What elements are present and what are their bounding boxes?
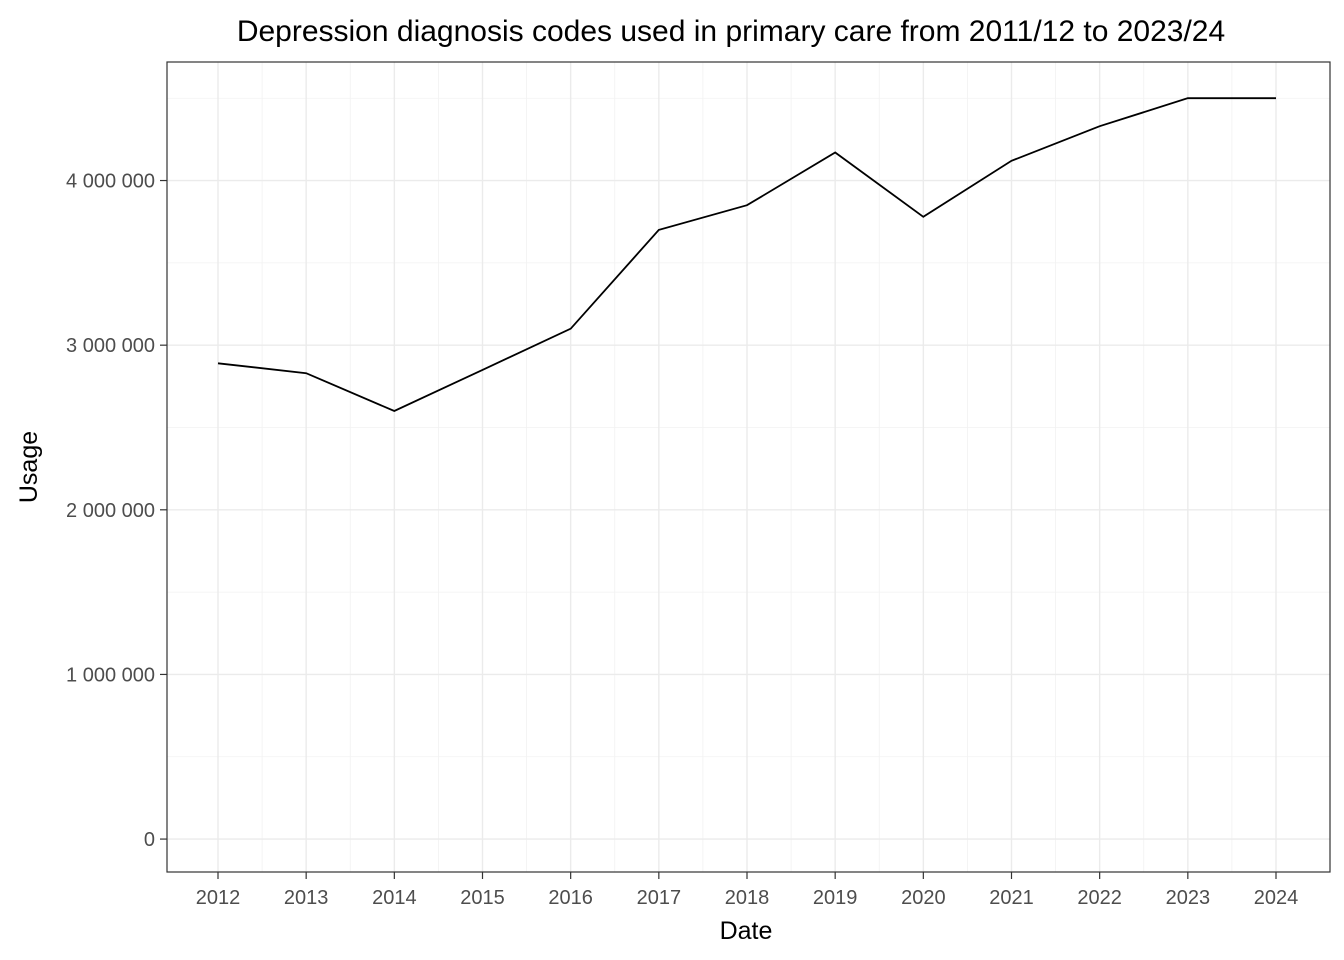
y-tick-label: 2 000 000	[66, 500, 155, 522]
x-axis-title: Date	[720, 917, 773, 945]
x-tick-label: 2024	[1254, 887, 1299, 909]
x-tick-label: 2017	[637, 887, 682, 909]
x-tick-label: 2020	[901, 887, 946, 909]
x-tick-label: 2021	[989, 887, 1034, 909]
y-tick-label: 0	[144, 829, 155, 851]
series-line	[217, 97, 1276, 412]
x-tick-label: 2014	[372, 887, 417, 909]
x-tick-label: 2013	[284, 887, 329, 909]
plot-panel	[166, 61, 1331, 873]
chart-title: Depression diagnosis codes used in prima…	[237, 15, 1225, 48]
x-tick-label: 2022	[1077, 887, 1122, 909]
x-tick-label: 2012	[196, 887, 241, 909]
series-group	[217, 97, 1276, 412]
x-tick-label: 2015	[460, 887, 505, 909]
x-tick-label: 2023	[1166, 887, 1211, 909]
y-axis: 0 1 000 000 2 000 000 3 000 000 4 000 000	[66, 171, 167, 851]
x-tick-label: 2018	[725, 887, 770, 909]
y-tick-label: 4 000 000	[66, 171, 155, 193]
x-tick-label: 2019	[813, 887, 858, 909]
x-tick-label: 2016	[548, 887, 593, 909]
y-axis-title: Usage	[15, 431, 43, 503]
grid	[167, 62, 1330, 872]
y-tick-label: 3 000 000	[66, 335, 155, 357]
y-tick-label: 1 000 000	[66, 664, 155, 686]
x-axis: 2012 2013 2014 2015 2016 2017 2018 2019 2020 2021…	[196, 872, 1299, 909]
